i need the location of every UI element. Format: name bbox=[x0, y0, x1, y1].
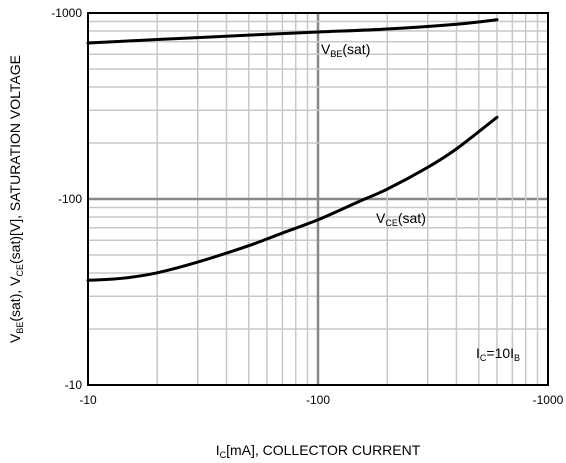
tick-labels: -10 -100 -1000 -1000 -100 -10 bbox=[51, 6, 563, 407]
plot-frame bbox=[87, 12, 549, 386]
series-layer bbox=[86, 18, 499, 282]
grid bbox=[88, 13, 548, 385]
y-axis-title: VBE(sat), VCE(sat)[V], SATURATION VOLTAG… bbox=[7, 55, 25, 343]
y-tick-label: -1000 bbox=[51, 6, 82, 20]
series-label-vbe-sat: VBE(sat) bbox=[321, 41, 370, 59]
x-axis-title: IC[mA], COLLECTOR CURRENT bbox=[216, 442, 421, 460]
y-tick-label: -100 bbox=[58, 192, 82, 206]
series-line-vce-sat bbox=[86, 115, 499, 282]
series-line-vbe-sat bbox=[86, 18, 499, 45]
x-tick-label: -10 bbox=[79, 393, 97, 407]
x-tick-label: -1000 bbox=[533, 393, 564, 407]
x-tick-label: -100 bbox=[306, 393, 330, 407]
series-label-vce-sat: VCE(sat) bbox=[376, 210, 426, 228]
y-tick-label: -10 bbox=[65, 378, 83, 392]
condition-annotation: IC=10IB bbox=[476, 345, 520, 363]
